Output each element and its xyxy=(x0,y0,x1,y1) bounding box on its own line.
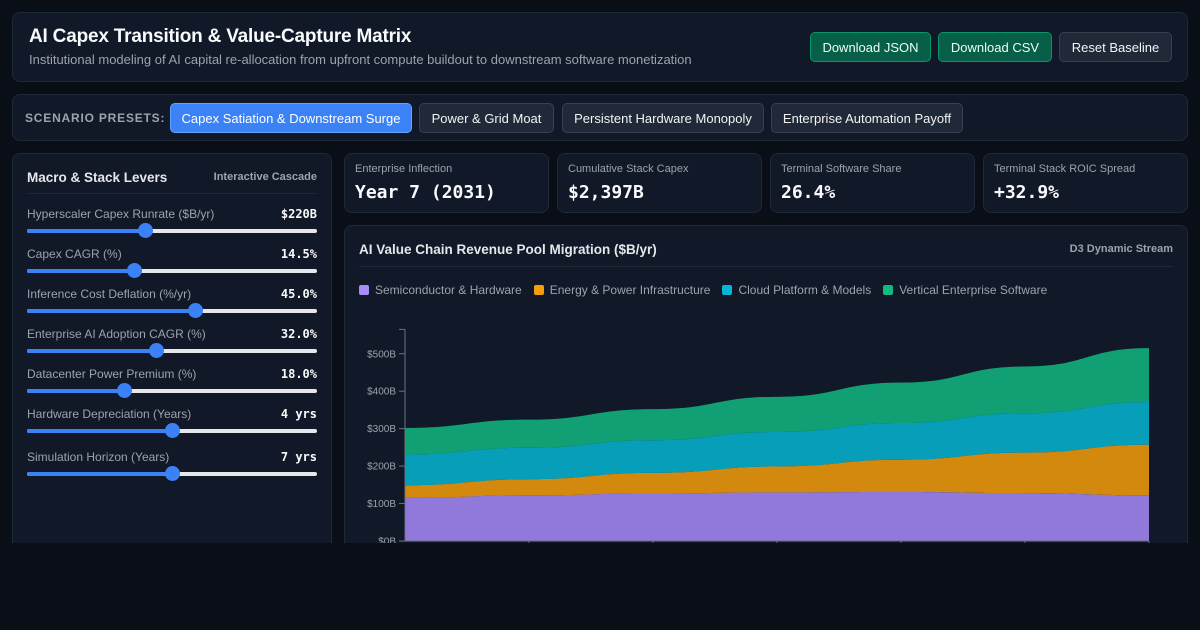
slider-fill xyxy=(27,389,125,393)
legend-swatch xyxy=(533,285,544,295)
kpi-value: Year 7 (2031) xyxy=(355,182,496,203)
area-cloud-platform-models xyxy=(405,402,1149,486)
slider-fill xyxy=(27,309,196,313)
lever-enterprise-adoption: Enterprise AI Adoption CAGR (%) 32.0% xyxy=(27,327,317,358)
kpi-label: Terminal Stack ROIC Spread xyxy=(994,163,1136,175)
header-panel: AI Capex Transition & Value-Capture Matr… xyxy=(12,12,1188,82)
slider-thumb[interactable] xyxy=(116,383,132,398)
lever-label: Simulation Horizon (Years) xyxy=(27,450,170,464)
legend-label: Semiconductor & Hardware xyxy=(375,283,522,297)
kpi-value: $2,397B xyxy=(568,182,644,203)
chart-tag: D3 Dynamic Stream xyxy=(1069,243,1173,255)
slider-thumb[interactable] xyxy=(126,263,142,278)
chart-panel: AI Value Chain Revenue Pool Migration ($… xyxy=(344,225,1188,585)
download-csv-button[interactable]: Download CSV xyxy=(938,32,1052,62)
kpi-roic-spread: Terminal Stack ROIC Spread +32.9% xyxy=(983,153,1188,213)
lever-capex-runrate: Hyperscaler Capex Runrate ($B/yr) $220B xyxy=(27,207,317,238)
page-title: AI Capex Transition & Value-Capture Matr… xyxy=(29,26,412,47)
slider-thumb[interactable] xyxy=(138,223,154,238)
levers-panel: Macro & Stack Levers Interactive Cascade… xyxy=(12,153,332,573)
legend-swatch xyxy=(722,285,733,295)
lever-value: $220B xyxy=(280,207,317,221)
y-tick-label: $500B xyxy=(367,349,396,360)
slider-thumb[interactable] xyxy=(164,423,180,438)
legend-label: Cloud Platform & Models xyxy=(738,283,872,297)
lever-label: Hyperscaler Capex Runrate ($B/yr) xyxy=(27,207,215,221)
slider-fill xyxy=(27,229,146,233)
area-energy-power-infrastructure xyxy=(405,444,1149,498)
slider-track[interactable] xyxy=(27,466,317,481)
legend-item: Cloud Platform & Models xyxy=(722,283,871,297)
lever-value: 7 yrs xyxy=(280,450,317,464)
legend-swatch xyxy=(359,285,369,295)
preset-power-grid-moat[interactable]: Power & Grid Moat xyxy=(419,103,554,133)
kpi-software-share: Terminal Software Share 26.4% xyxy=(770,153,975,213)
lever-inference-deflation: Inference Cost Deflation (%/yr) 45.0% xyxy=(27,287,317,318)
slider-track[interactable] xyxy=(27,223,317,238)
lever-value: 45.0% xyxy=(280,287,317,301)
lever-simulation-horizon: Simulation Horizon (Years) 7 yrs xyxy=(27,450,317,481)
lever-label: Inference Cost Deflation (%/yr) xyxy=(27,287,192,301)
scenario-presets-bar: SCENARIO PRESETS: Capex Satiation & Down… xyxy=(12,94,1188,141)
legend-label: Vertical Enterprise Software xyxy=(899,283,1048,297)
divider xyxy=(359,266,1173,267)
legend-swatch xyxy=(883,285,894,295)
slider-fill xyxy=(27,472,172,476)
y-tick-label: $300B xyxy=(367,424,396,435)
lever-value: 18.0% xyxy=(280,367,317,381)
slider-thumb[interactable] xyxy=(164,466,180,481)
lever-label: Enterprise AI Adoption CAGR (%) xyxy=(27,327,206,341)
kpi-cumulative-capex: Cumulative Stack Capex $2,397B xyxy=(557,153,762,213)
reset-baseline-button[interactable]: Reset Baseline xyxy=(1059,32,1172,62)
y-tick-label: $100B xyxy=(367,499,396,510)
slider-track[interactable] xyxy=(27,423,317,438)
kpi-label: Enterprise Inflection xyxy=(355,163,453,175)
y-tick-label: $200B xyxy=(367,462,396,473)
kpi-enterprise-inflection: Enterprise Inflection Year 7 (2031) xyxy=(344,153,549,213)
legend-item: Energy & Power Infrastructure xyxy=(533,283,711,297)
levers-title: Macro & Stack Levers xyxy=(27,170,168,185)
divider xyxy=(27,193,317,194)
y-tick-label: $400B xyxy=(367,387,396,398)
slider-fill xyxy=(27,269,135,273)
slider-thumb[interactable] xyxy=(187,303,203,318)
slider-track[interactable] xyxy=(27,303,317,318)
legend-item: Semiconductor & Hardware xyxy=(359,283,522,297)
lever-capex-cagr: Capex CAGR (%) 14.5% xyxy=(27,247,317,278)
lever-label: Capex CAGR (%) xyxy=(27,247,122,261)
lever-value: 32.0% xyxy=(280,327,317,341)
slider-track[interactable] xyxy=(27,383,317,398)
slider-track[interactable] xyxy=(27,343,317,358)
lever-value: 14.5% xyxy=(280,247,317,261)
kpi-value: +32.9% xyxy=(994,182,1060,203)
chart-legend: Semiconductor & Hardware Energy & Power I… xyxy=(359,283,1059,297)
slider-track[interactable] xyxy=(27,263,317,278)
levers-tag: Interactive Cascade xyxy=(213,171,317,183)
slider-fill xyxy=(27,429,172,433)
lever-value: 4 yrs xyxy=(280,407,317,421)
area-semiconductor-hardware xyxy=(405,491,1149,541)
area-vertical-enterprise-software xyxy=(405,348,1149,455)
legend-item: Vertical Enterprise Software xyxy=(883,283,1047,297)
slider-thumb[interactable] xyxy=(148,343,164,358)
preset-persistent-hardware[interactable]: Persistent Hardware Monopoly xyxy=(562,103,764,133)
lever-label: Datacenter Power Premium (%) xyxy=(27,367,197,381)
chart-title: AI Value Chain Revenue Pool Migration ($… xyxy=(359,242,657,257)
lever-hardware-depreciation: Hardware Depreciation (Years) 4 yrs xyxy=(27,407,317,438)
lever-label: Hardware Depreciation (Years) xyxy=(27,407,192,421)
download-json-button[interactable]: Download JSON xyxy=(810,32,931,62)
viewport-bottom xyxy=(0,543,1200,630)
kpi-label: Terminal Software Share xyxy=(781,163,902,175)
legend-label: Energy & Power Infrastructure xyxy=(549,283,711,297)
chart-plot: $0B $100B $200B $300B $400B $500B xyxy=(367,328,1150,548)
lever-power-premium: Datacenter Power Premium (%) 18.0% xyxy=(27,367,317,398)
presets-label: SCENARIO PRESETS: xyxy=(25,111,166,125)
slider-fill xyxy=(27,349,157,353)
preset-enterprise-automation[interactable]: Enterprise Automation Payoff xyxy=(771,103,963,133)
page-subtitle: Institutional modeling of AI capital re-… xyxy=(29,52,692,67)
kpi-value: 26.4% xyxy=(781,182,836,203)
kpi-label: Cumulative Stack Capex xyxy=(568,163,689,175)
y-tick-label: $0B xyxy=(378,537,396,548)
preset-capex-satiation[interactable]: Capex Satiation & Downstream Surge xyxy=(170,103,412,133)
